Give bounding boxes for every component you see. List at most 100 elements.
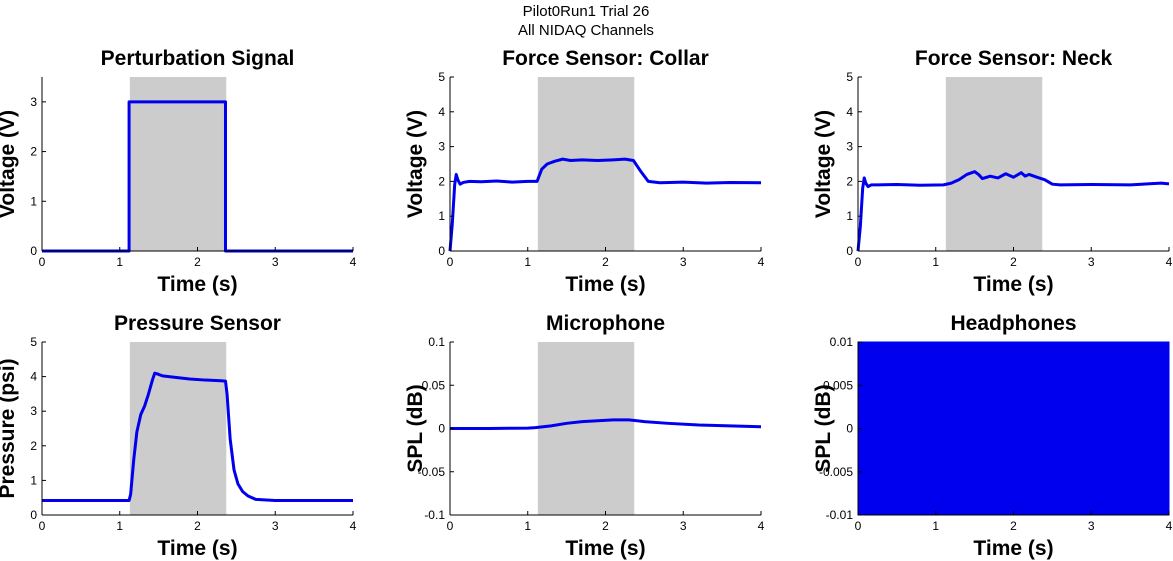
series-line-1 (42, 371, 353, 502)
y-axis-label: SPL (dB) (812, 384, 835, 472)
y-tick-label: 0 (438, 244, 445, 258)
y-tick-label: 3 (438, 140, 445, 154)
x-tick-label: 2 (194, 519, 201, 533)
y-tick-label: 4 (846, 105, 853, 119)
x-tick-label: 1 (116, 519, 123, 533)
x-tick-label: 0 (39, 519, 46, 533)
series-line-1 (448, 157, 762, 252)
subplot-4: 0 1 2 3 4 0 1 2 3 4 5 Pressure Sensor Time (s) Pressu… (0, 312, 357, 560)
series-line-1 (450, 418, 762, 430)
x-tick-label: 2 (1010, 255, 1017, 269)
y-axis-label: Voltage (V) (812, 110, 835, 218)
y-tick-label: -0.005 (819, 465, 853, 479)
x-tick-label: 2 (602, 255, 609, 269)
y-tick-label: 0 (846, 244, 853, 258)
y-tick-label: 2 (846, 174, 853, 188)
y-axis-label: SPL (dB) (404, 384, 427, 472)
figure-title-line2: All NIDAQ Channels (518, 22, 654, 39)
x-axis-label: Time (s) (565, 273, 645, 296)
y-tick-label: 5 (846, 70, 853, 84)
x-axis-label: Time (s) (565, 537, 645, 560)
x-tick-label: 3 (1088, 255, 1095, 269)
x-tick-label: 3 (680, 255, 687, 269)
x-tick-label: 3 (272, 519, 279, 533)
perturbation-window-shade (537, 77, 635, 251)
x-axis-label: Time (s) (973, 273, 1053, 296)
x-tick-label: 4 (350, 519, 357, 533)
y-tick-label: 3 (846, 140, 853, 154)
x-tick-label: 3 (272, 255, 279, 269)
y-tick-label: 2 (30, 145, 37, 159)
y-tick-label: 4 (30, 370, 37, 384)
y-tick-label: 2 (438, 174, 445, 188)
x-tick-label: 0 (855, 519, 862, 533)
y-tick-label: 5 (438, 70, 445, 84)
subplot-title: Force Sensor: Neck (915, 47, 1113, 70)
x-axis-label: Time (s) (157, 537, 237, 560)
x-tick-label: 3 (680, 519, 687, 533)
x-tick-label: 4 (1166, 255, 1173, 269)
y-tick-label: 1 (30, 194, 37, 208)
y-tick-label: 4 (438, 105, 445, 119)
subplot-title: Force Sensor: Collar (502, 47, 709, 70)
y-tick-label: -0.05 (418, 465, 446, 479)
y-tick-label: 0 (30, 244, 37, 258)
x-tick-label: 2 (602, 519, 609, 533)
y-tick-label: 0.01 (830, 335, 854, 349)
y-tick-label: 1 (846, 209, 853, 223)
y-tick-label: 1 (438, 209, 445, 223)
y-tick-label: 0.1 (428, 335, 445, 349)
y-axis-label: Pressure (psi) (0, 358, 19, 498)
series-line-1 (856, 170, 1170, 252)
subplot-title: Perturbation Signal (101, 47, 295, 70)
y-tick-label: 0 (30, 508, 37, 522)
x-tick-label: 0 (447, 255, 454, 269)
y-tick-label: 3 (30, 95, 37, 109)
subplot-2: 0 1 2 3 4 0 1 2 3 4 5 Force Sensor: Collar Time (s) V… (404, 47, 765, 296)
x-tick-label: 1 (932, 255, 939, 269)
y-tick-label: 0.05 (422, 378, 446, 392)
subplot-5: 0 1 2 3 4 -0.1 -0.05 0 0.05 0.1 Microphone Time (s)… (404, 312, 765, 560)
x-axis-label: Time (s) (157, 273, 237, 296)
y-tick-label: 3 (30, 404, 37, 418)
y-tick-label: 0 (846, 422, 853, 436)
x-tick-label: 1 (932, 519, 939, 533)
x-tick-label: 4 (758, 255, 765, 269)
x-tick-label: 1 (116, 255, 123, 269)
x-tick-label: 4 (350, 255, 357, 269)
y-tick-label: 0 (438, 422, 445, 436)
subplot-6: 0 1 2 3 4 -0.01 -0.005 0 0.005 0.01 Headphones Time… (812, 312, 1173, 560)
y-tick-label: 2 (30, 439, 37, 453)
perturbation-window-shade (129, 77, 227, 251)
y-tick-label: 0.005 (823, 378, 853, 392)
perturbation-window-shade (945, 77, 1043, 251)
perturbation-window-shade (537, 342, 635, 515)
perturbation-window-shade (129, 342, 227, 515)
x-tick-label: 0 (39, 255, 46, 269)
x-axis-label: Time (s) (973, 537, 1053, 560)
subplot-1: 0 1 2 3 4 0 1 2 3 Perturbation Signal Time (s) Volt… (0, 47, 357, 296)
x-tick-label: 4 (1166, 519, 1173, 533)
x-tick-label: 0 (855, 255, 862, 269)
y-tick-label: 5 (30, 335, 37, 349)
x-tick-label: 1 (524, 519, 531, 533)
y-axis-label: Voltage (V) (404, 110, 427, 218)
subplot-3: 0 1 2 3 4 0 1 2 3 4 5 Force Sensor: Neck Time (s) Vol… (812, 47, 1173, 296)
x-tick-label: 4 (758, 519, 765, 533)
y-tick-label: 1 (30, 473, 37, 487)
x-tick-label: 2 (194, 255, 201, 269)
subplot-title: Microphone (546, 312, 665, 335)
y-axis-label: Voltage (V) (0, 110, 19, 218)
figure-title-line1: Pilot0Run1 Trial 26 (523, 3, 650, 20)
y-tick-label: -0.1 (424, 508, 445, 522)
x-tick-label: 1 (524, 255, 531, 269)
x-tick-label: 2 (1010, 519, 1017, 533)
x-tick-label: 0 (447, 519, 454, 533)
subplot-title: Pressure Sensor (114, 312, 281, 335)
x-tick-label: 3 (1088, 519, 1095, 533)
y-tick-label: -0.01 (826, 508, 854, 522)
series-area-1 (857, 341, 1170, 516)
subplot-title: Headphones (950, 312, 1076, 335)
